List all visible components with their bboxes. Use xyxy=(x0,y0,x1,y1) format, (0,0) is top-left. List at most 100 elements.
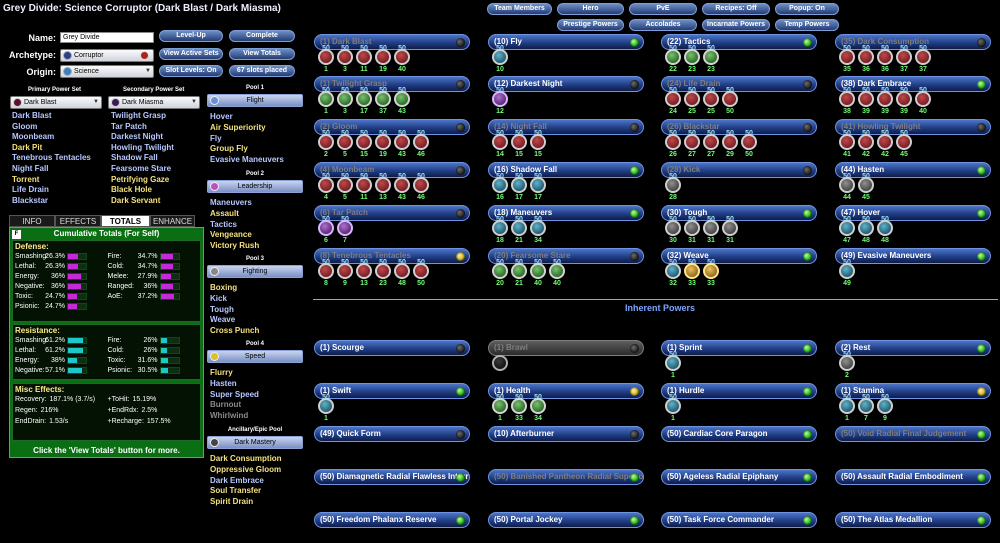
enhancement-icon[interactable] xyxy=(394,49,410,65)
enhancement-icon[interactable] xyxy=(703,263,719,279)
pool-select[interactable]: Dark Mastery xyxy=(207,436,303,449)
enhancement-icon[interactable] xyxy=(703,91,719,107)
enhancement-icon[interactable] xyxy=(337,263,353,279)
power-slot-bar[interactable]: (28) Kick xyxy=(661,162,817,178)
power-slot[interactable]: (38) Dark Embrace50 38 50 39 50 39 50 39 50 40 xyxy=(835,76,995,121)
power-slot-bar[interactable]: (50) Banished Pantheon Radial Superio xyxy=(488,469,644,485)
power-slot[interactable]: (50) Task Force Commander xyxy=(661,512,821,543)
tab-totals[interactable]: TOTALS xyxy=(101,215,150,227)
pool-power-item[interactable]: Fly xyxy=(210,133,222,143)
complete-button[interactable]: Complete xyxy=(229,30,295,42)
enhancement-icon[interactable] xyxy=(375,263,391,279)
primary-power-item[interactable]: Life Drain xyxy=(12,185,49,195)
enhancement-icon[interactable] xyxy=(492,134,508,150)
enhancement-icon[interactable] xyxy=(375,134,391,150)
power-slot-bar[interactable]: (1) Hurdle xyxy=(661,383,817,399)
enhancement-icon[interactable] xyxy=(375,91,391,107)
pool-power-item[interactable]: Assault xyxy=(210,208,239,218)
secondary-power-item[interactable]: Dark Servant xyxy=(111,195,161,205)
power-slot-bar[interactable]: (24) Life Drain xyxy=(661,76,817,92)
enhancement-icon[interactable] xyxy=(337,134,353,150)
enhancement-icon[interactable] xyxy=(318,49,334,65)
enhancement-icon[interactable] xyxy=(492,355,508,371)
enhancement-icon[interactable] xyxy=(858,91,874,107)
pool-power-item[interactable]: Evasive Maneuvers xyxy=(210,155,284,165)
power-slot-bar[interactable]: (50) Diamagnetic Radial Flawless Interr xyxy=(314,469,470,485)
enhancement-icon[interactable] xyxy=(839,355,855,371)
hero-button[interactable]: Hero xyxy=(557,3,624,15)
prestige-powers-button[interactable]: Prestige Powers xyxy=(557,19,624,31)
power-slot[interactable]: (50) Void Radial Final Judgement xyxy=(835,426,995,471)
enhancement-icon[interactable] xyxy=(858,134,874,150)
enhancement-icon[interactable] xyxy=(530,220,546,236)
power-slot[interactable]: (50) Portal Jockey xyxy=(488,512,648,543)
power-slot-bar[interactable]: (2) Rest xyxy=(835,340,991,356)
enhancement-icon[interactable] xyxy=(337,91,353,107)
enhancement-icon[interactable] xyxy=(915,91,931,107)
pve-button[interactable]: PvE xyxy=(629,3,697,15)
enhancement-icon[interactable] xyxy=(665,49,681,65)
enhancement-icon[interactable] xyxy=(665,220,681,236)
enhancement-icon[interactable] xyxy=(665,263,681,279)
power-slot[interactable]: (10) Afterburner xyxy=(488,426,648,471)
power-slot[interactable]: (1) Swift50 1 xyxy=(314,383,474,428)
enhancement-icon[interactable] xyxy=(530,177,546,193)
enhancement-icon[interactable] xyxy=(318,91,334,107)
power-slot-bar[interactable]: (50) Void Radial Final Judgement xyxy=(835,426,991,442)
enhancement-icon[interactable] xyxy=(356,177,372,193)
enhancement-icon[interactable] xyxy=(684,263,700,279)
power-slot-bar[interactable]: (50) Portal Jockey xyxy=(488,512,644,528)
power-slot-bar[interactable]: (1) Swift xyxy=(314,383,470,399)
pool-power-item[interactable]: Vengeance xyxy=(210,230,252,240)
enhancement-icon[interactable] xyxy=(858,177,874,193)
power-slot[interactable]: (20) Fearsome Stare50 20 50 21 50 40 50 40 xyxy=(488,248,648,293)
enhancement-icon[interactable] xyxy=(877,398,893,414)
enhancement-icon[interactable] xyxy=(839,91,855,107)
power-slot-bar[interactable]: (8) Tenebrous Tentacles xyxy=(314,248,470,264)
pool-power-item[interactable]: Dark Embrace xyxy=(210,475,264,485)
pool-power-item[interactable]: Dark Consumption xyxy=(210,454,282,463)
power-slot-bar[interactable]: (50) Freedom Phalanx Reserve xyxy=(314,512,470,528)
popup-toggle[interactable]: Popup: On xyxy=(775,3,839,15)
recipes-toggle[interactable]: Recipes: Off xyxy=(702,3,770,15)
enhancement-icon[interactable] xyxy=(318,398,334,414)
enhancement-icon[interactable] xyxy=(877,91,893,107)
enhancement-icon[interactable] xyxy=(511,398,527,414)
enhancement-icon[interactable] xyxy=(530,134,546,150)
enhancement-icon[interactable] xyxy=(394,177,410,193)
power-slot-bar[interactable]: (1) Sprint xyxy=(661,340,817,356)
power-slot[interactable]: (1) Scourge xyxy=(314,340,474,385)
power-slot[interactable]: (18) Maneuvers50 18 50 21 50 34 xyxy=(488,205,648,250)
enhancement-icon[interactable] xyxy=(839,220,855,236)
enhancement-icon[interactable] xyxy=(877,49,893,65)
enhancement-icon[interactable] xyxy=(530,263,546,279)
power-slot-bar[interactable]: (6) Tar Patch xyxy=(314,205,470,221)
power-slot-bar[interactable]: (4) Moonbeam xyxy=(314,162,470,178)
enhancement-icon[interactable] xyxy=(492,398,508,414)
power-slot-bar[interactable]: (12) Darkest Night xyxy=(488,76,644,92)
secondary-power-item[interactable]: Tar Patch xyxy=(111,121,147,131)
power-slot[interactable]: (14) Night Fall50 14 50 15 50 15 xyxy=(488,119,648,164)
pool-power-item[interactable]: Tactics xyxy=(210,219,237,229)
power-slot-bar[interactable]: (41) Howling Twilight xyxy=(835,119,991,135)
enhancement-icon[interactable] xyxy=(375,177,391,193)
power-slot[interactable]: (12) Darkest Night50 12 xyxy=(488,76,648,121)
enhancement-icon[interactable] xyxy=(511,134,527,150)
enhancement-icon[interactable] xyxy=(492,263,508,279)
enhancement-icon[interactable] xyxy=(394,263,410,279)
slots-placed-button[interactable]: 67 slots placed xyxy=(229,65,295,77)
enhancement-icon[interactable] xyxy=(511,263,527,279)
enhancement-icon[interactable] xyxy=(915,49,931,65)
enhancement-icon[interactable] xyxy=(337,49,353,65)
enhancement-icon[interactable] xyxy=(530,398,546,414)
power-slot[interactable]: (2) Rest50 2 xyxy=(835,340,995,385)
power-slot[interactable]: (50) The Atlas Medallion xyxy=(835,512,995,543)
enhancement-icon[interactable] xyxy=(549,263,565,279)
power-slot[interactable]: (4) Moonbeam5045055011501350435046 xyxy=(314,162,474,207)
enhancement-icon[interactable] xyxy=(703,134,719,150)
enhancement-icon[interactable] xyxy=(703,220,719,236)
enhancement-icon[interactable] xyxy=(318,220,334,236)
enhancement-icon[interactable] xyxy=(839,263,855,279)
pool-power-item[interactable]: Whirlwind xyxy=(210,411,249,421)
enhancement-icon[interactable] xyxy=(877,134,893,150)
